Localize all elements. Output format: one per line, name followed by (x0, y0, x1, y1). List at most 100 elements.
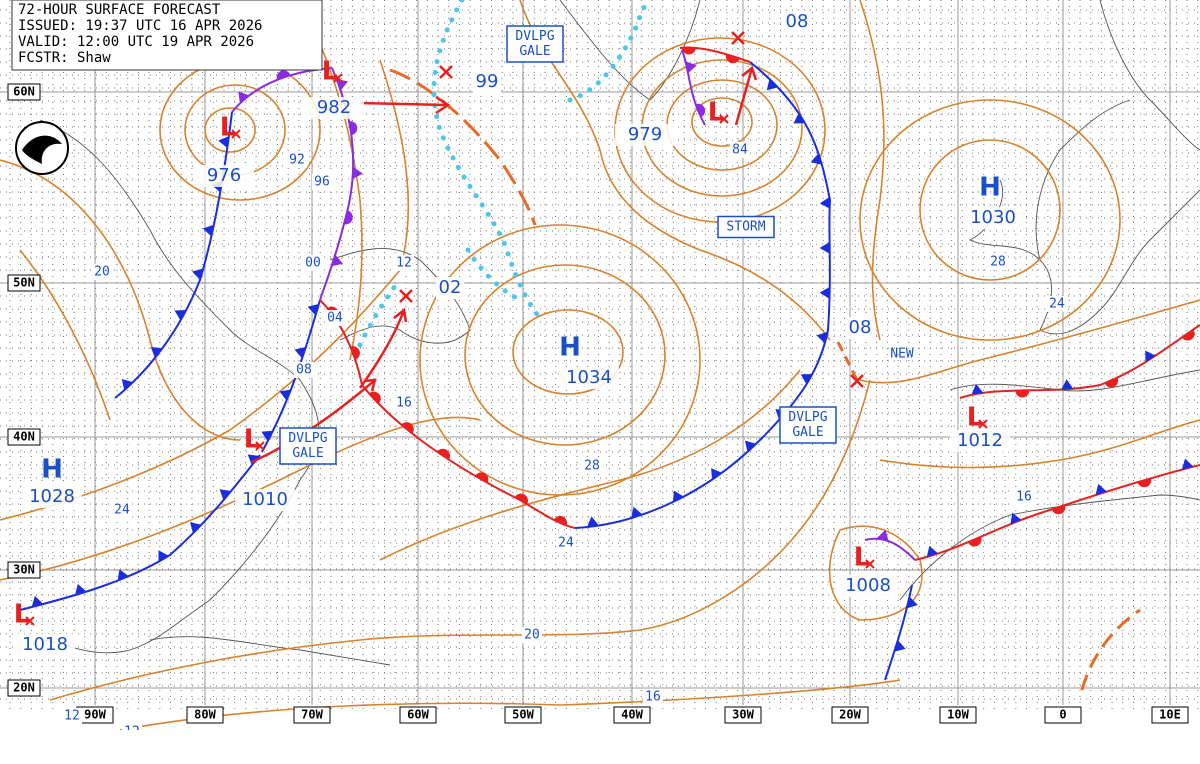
fronts (19, 46, 1200, 681)
front-symbol (261, 430, 274, 442)
isobar-label: 99 (476, 71, 499, 92)
warning-label: DVLPG (788, 410, 827, 425)
isobar (119, 679, 901, 731)
latitude-label: 50N (13, 276, 35, 290)
isobar-label-bg (643, 689, 663, 705)
front-symbol (673, 490, 684, 503)
low-center-x (25, 616, 35, 626)
front-symbol (766, 78, 779, 91)
front-symbol (553, 515, 568, 526)
front-symbol (336, 79, 349, 91)
front-symbol (189, 522, 202, 534)
low-pressure-symbol: L (244, 425, 261, 455)
isobar-label-bg (312, 174, 332, 190)
movement-arrows (251, 31, 864, 464)
central-pressure: 1018 (22, 634, 68, 655)
isobar-label-bg (473, 71, 501, 93)
low-center-x (978, 419, 988, 429)
latitude-label-box (7, 561, 41, 579)
latitude-label: 20N (13, 681, 35, 695)
front-symbol (894, 640, 906, 652)
footer-bar (0, 730, 1200, 764)
front-symbol (276, 70, 291, 80)
front-symbol (401, 422, 414, 434)
motion-arrow (251, 378, 377, 464)
pressure-box (963, 207, 1023, 229)
trough (389, 68, 537, 226)
front-symbol (75, 583, 87, 596)
warning-box (779, 406, 837, 444)
coastline (39, 119, 320, 654)
latitude-label: 30N (13, 563, 35, 577)
front-symbol (174, 310, 187, 321)
coastline (1035, 99, 1131, 261)
isobar-label-bg (325, 310, 345, 326)
coastline (329, 248, 471, 344)
low-pressure-symbol: L (322, 57, 339, 87)
front-symbol (711, 468, 722, 480)
isobar-label-bg (436, 277, 464, 299)
front-symbol (343, 210, 353, 225)
warning-label: DVLPG (288, 431, 327, 446)
front-symbol (158, 550, 169, 562)
isobar-label-bg (846, 317, 874, 339)
isobar (0, 159, 241, 441)
isobar-label: 84 (732, 143, 748, 158)
isobar (49, 379, 871, 701)
central-pressure: 976 (207, 165, 241, 186)
latitude-label: 60N (13, 85, 35, 99)
ice-edge-line (357, 279, 401, 348)
isobar-label: 96 (314, 175, 330, 190)
isobar-label-bg (1047, 296, 1067, 312)
high-pressure-symbol: H (979, 173, 1001, 203)
stationary-front (914, 464, 1200, 561)
front-symbol (819, 241, 830, 254)
front-symbol (681, 47, 696, 55)
isobar-label: 04 (327, 311, 343, 326)
warning-box (506, 25, 564, 63)
front-symbol (219, 489, 232, 501)
front-symbol (117, 569, 129, 581)
front-symbol (1010, 512, 1022, 525)
front-symbol (1051, 505, 1066, 515)
longitude-label: 90W (84, 708, 106, 722)
pressure-box (615, 124, 675, 146)
isobar-label: 08 (786, 11, 809, 32)
latitude-label-box (7, 428, 41, 446)
isobar-label-bg (988, 254, 1008, 270)
front-symbol (192, 268, 204, 281)
coastlines (39, 0, 1200, 666)
pressure-box (950, 430, 1010, 452)
front-symbol (350, 346, 360, 360)
isobar-label: 28 (990, 255, 1006, 270)
central-pressure: 1034 (566, 367, 612, 388)
warning-box (279, 427, 337, 465)
pressure-box (194, 165, 254, 187)
warning-label: NEW (890, 347, 914, 362)
longitude-label: 30W (732, 708, 754, 722)
front-symbol (121, 378, 133, 391)
longitude-label: 70W (301, 708, 323, 722)
pressure-box (559, 367, 619, 389)
isobar-label: 20 (524, 628, 540, 643)
front-symbol (819, 196, 831, 209)
front-symbol (1095, 483, 1107, 496)
central-pressure: 979 (628, 124, 662, 145)
front-symbol (810, 153, 823, 165)
longitude-label-box (724, 706, 762, 724)
isobar (859, 99, 1121, 341)
front-symbol (1181, 329, 1195, 341)
front-symbol (1104, 377, 1119, 388)
isobars (0, 0, 1200, 731)
isobar (859, 299, 1200, 384)
pressure-box (235, 489, 295, 511)
front-symbol (437, 448, 451, 460)
low-center-x (333, 73, 343, 83)
front-symbol (349, 121, 358, 136)
front-symbol (218, 136, 229, 148)
isobar (519, 0, 831, 341)
low-center-x (231, 129, 241, 139)
isobar-label-bg (394, 395, 414, 411)
ice-edge-line (567, 0, 651, 103)
